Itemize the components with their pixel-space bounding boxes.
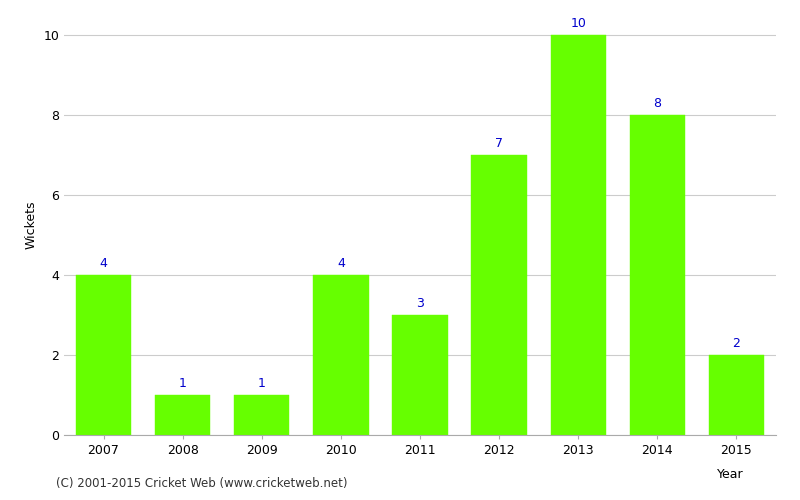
Text: (C) 2001-2015 Cricket Web (www.cricketweb.net): (C) 2001-2015 Cricket Web (www.cricketwe… (56, 477, 347, 490)
Text: 8: 8 (654, 97, 662, 110)
Text: Year: Year (718, 468, 744, 480)
Text: 7: 7 (495, 137, 503, 150)
Bar (313, 275, 369, 435)
Bar (155, 395, 210, 435)
Bar (630, 115, 685, 435)
Bar (234, 395, 290, 435)
Text: 1: 1 (178, 377, 186, 390)
Text: 3: 3 (416, 297, 424, 310)
Bar (76, 275, 131, 435)
Bar (392, 315, 448, 435)
Text: 1: 1 (258, 377, 266, 390)
Y-axis label: Wickets: Wickets (25, 200, 38, 249)
Bar (550, 35, 606, 435)
Text: 4: 4 (100, 257, 107, 270)
Text: 2: 2 (733, 337, 740, 350)
Text: 4: 4 (337, 257, 345, 270)
Text: 10: 10 (570, 17, 586, 30)
Bar (709, 355, 764, 435)
Bar (471, 155, 526, 435)
